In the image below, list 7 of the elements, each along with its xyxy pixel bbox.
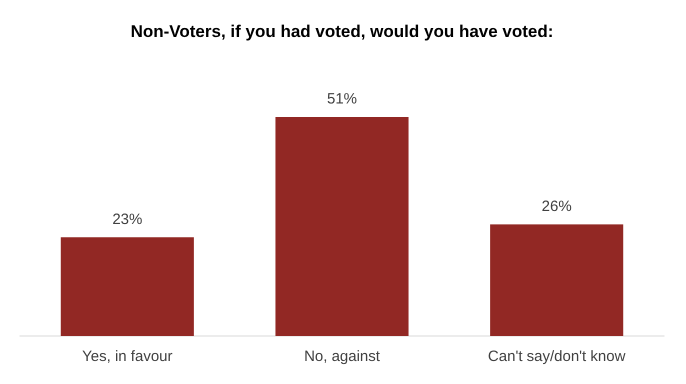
chart-title: Non-Voters, if you had voted, would you have voted: <box>130 22 554 41</box>
data-label: 51% <box>326 90 358 108</box>
data-label: 26% <box>542 198 572 216</box>
data-label: 23% <box>112 210 142 228</box>
x-tick-label: No, against <box>304 348 381 366</box>
x-tick-label: Can't say/don't know <box>488 348 626 366</box>
x-tick-label: Yes, in favour <box>82 348 173 366</box>
